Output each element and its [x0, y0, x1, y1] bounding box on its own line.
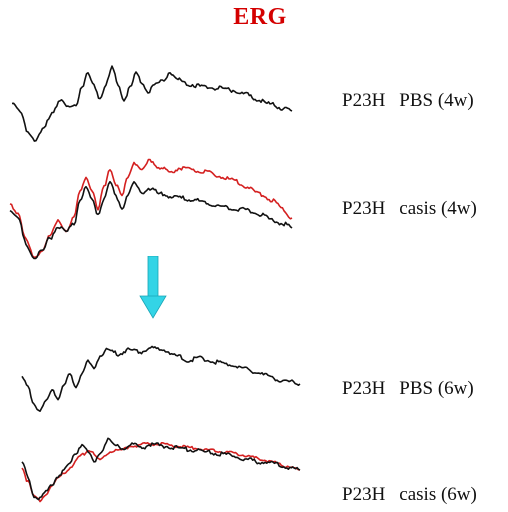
strain-label: P23H — [342, 90, 386, 111]
trace-casis-6w-black — [21, 437, 301, 501]
strain-label: P23H — [342, 378, 386, 399]
figure-title: ERG — [233, 4, 287, 30]
condition-label: casis (6w) — [399, 484, 477, 505]
trace-pbs-4w — [11, 65, 293, 142]
trace-casis-4w-black — [9, 180, 293, 260]
row-label-pbs-6w: P23H PBS (6w) — [342, 378, 474, 400]
down-arrow-icon — [139, 256, 167, 319]
row-label-casis-4w: P23H casis (4w) — [342, 198, 477, 220]
strain-label: P23H — [342, 484, 386, 505]
condition-label: PBS (6w) — [399, 378, 474, 399]
condition-label: PBS (4w) — [399, 90, 474, 111]
strain-label: P23H — [342, 198, 386, 219]
row-label-pbs-4w: P23H PBS (4w) — [342, 90, 474, 112]
row-label-casis-6w: P23H casis (6w) — [342, 484, 477, 506]
trace-casis-6w-red — [21, 441, 301, 503]
condition-label: casis (4w) — [399, 198, 477, 219]
trace-pbs-6w — [21, 345, 301, 413]
trace-casis-4w-red — [9, 158, 293, 259]
